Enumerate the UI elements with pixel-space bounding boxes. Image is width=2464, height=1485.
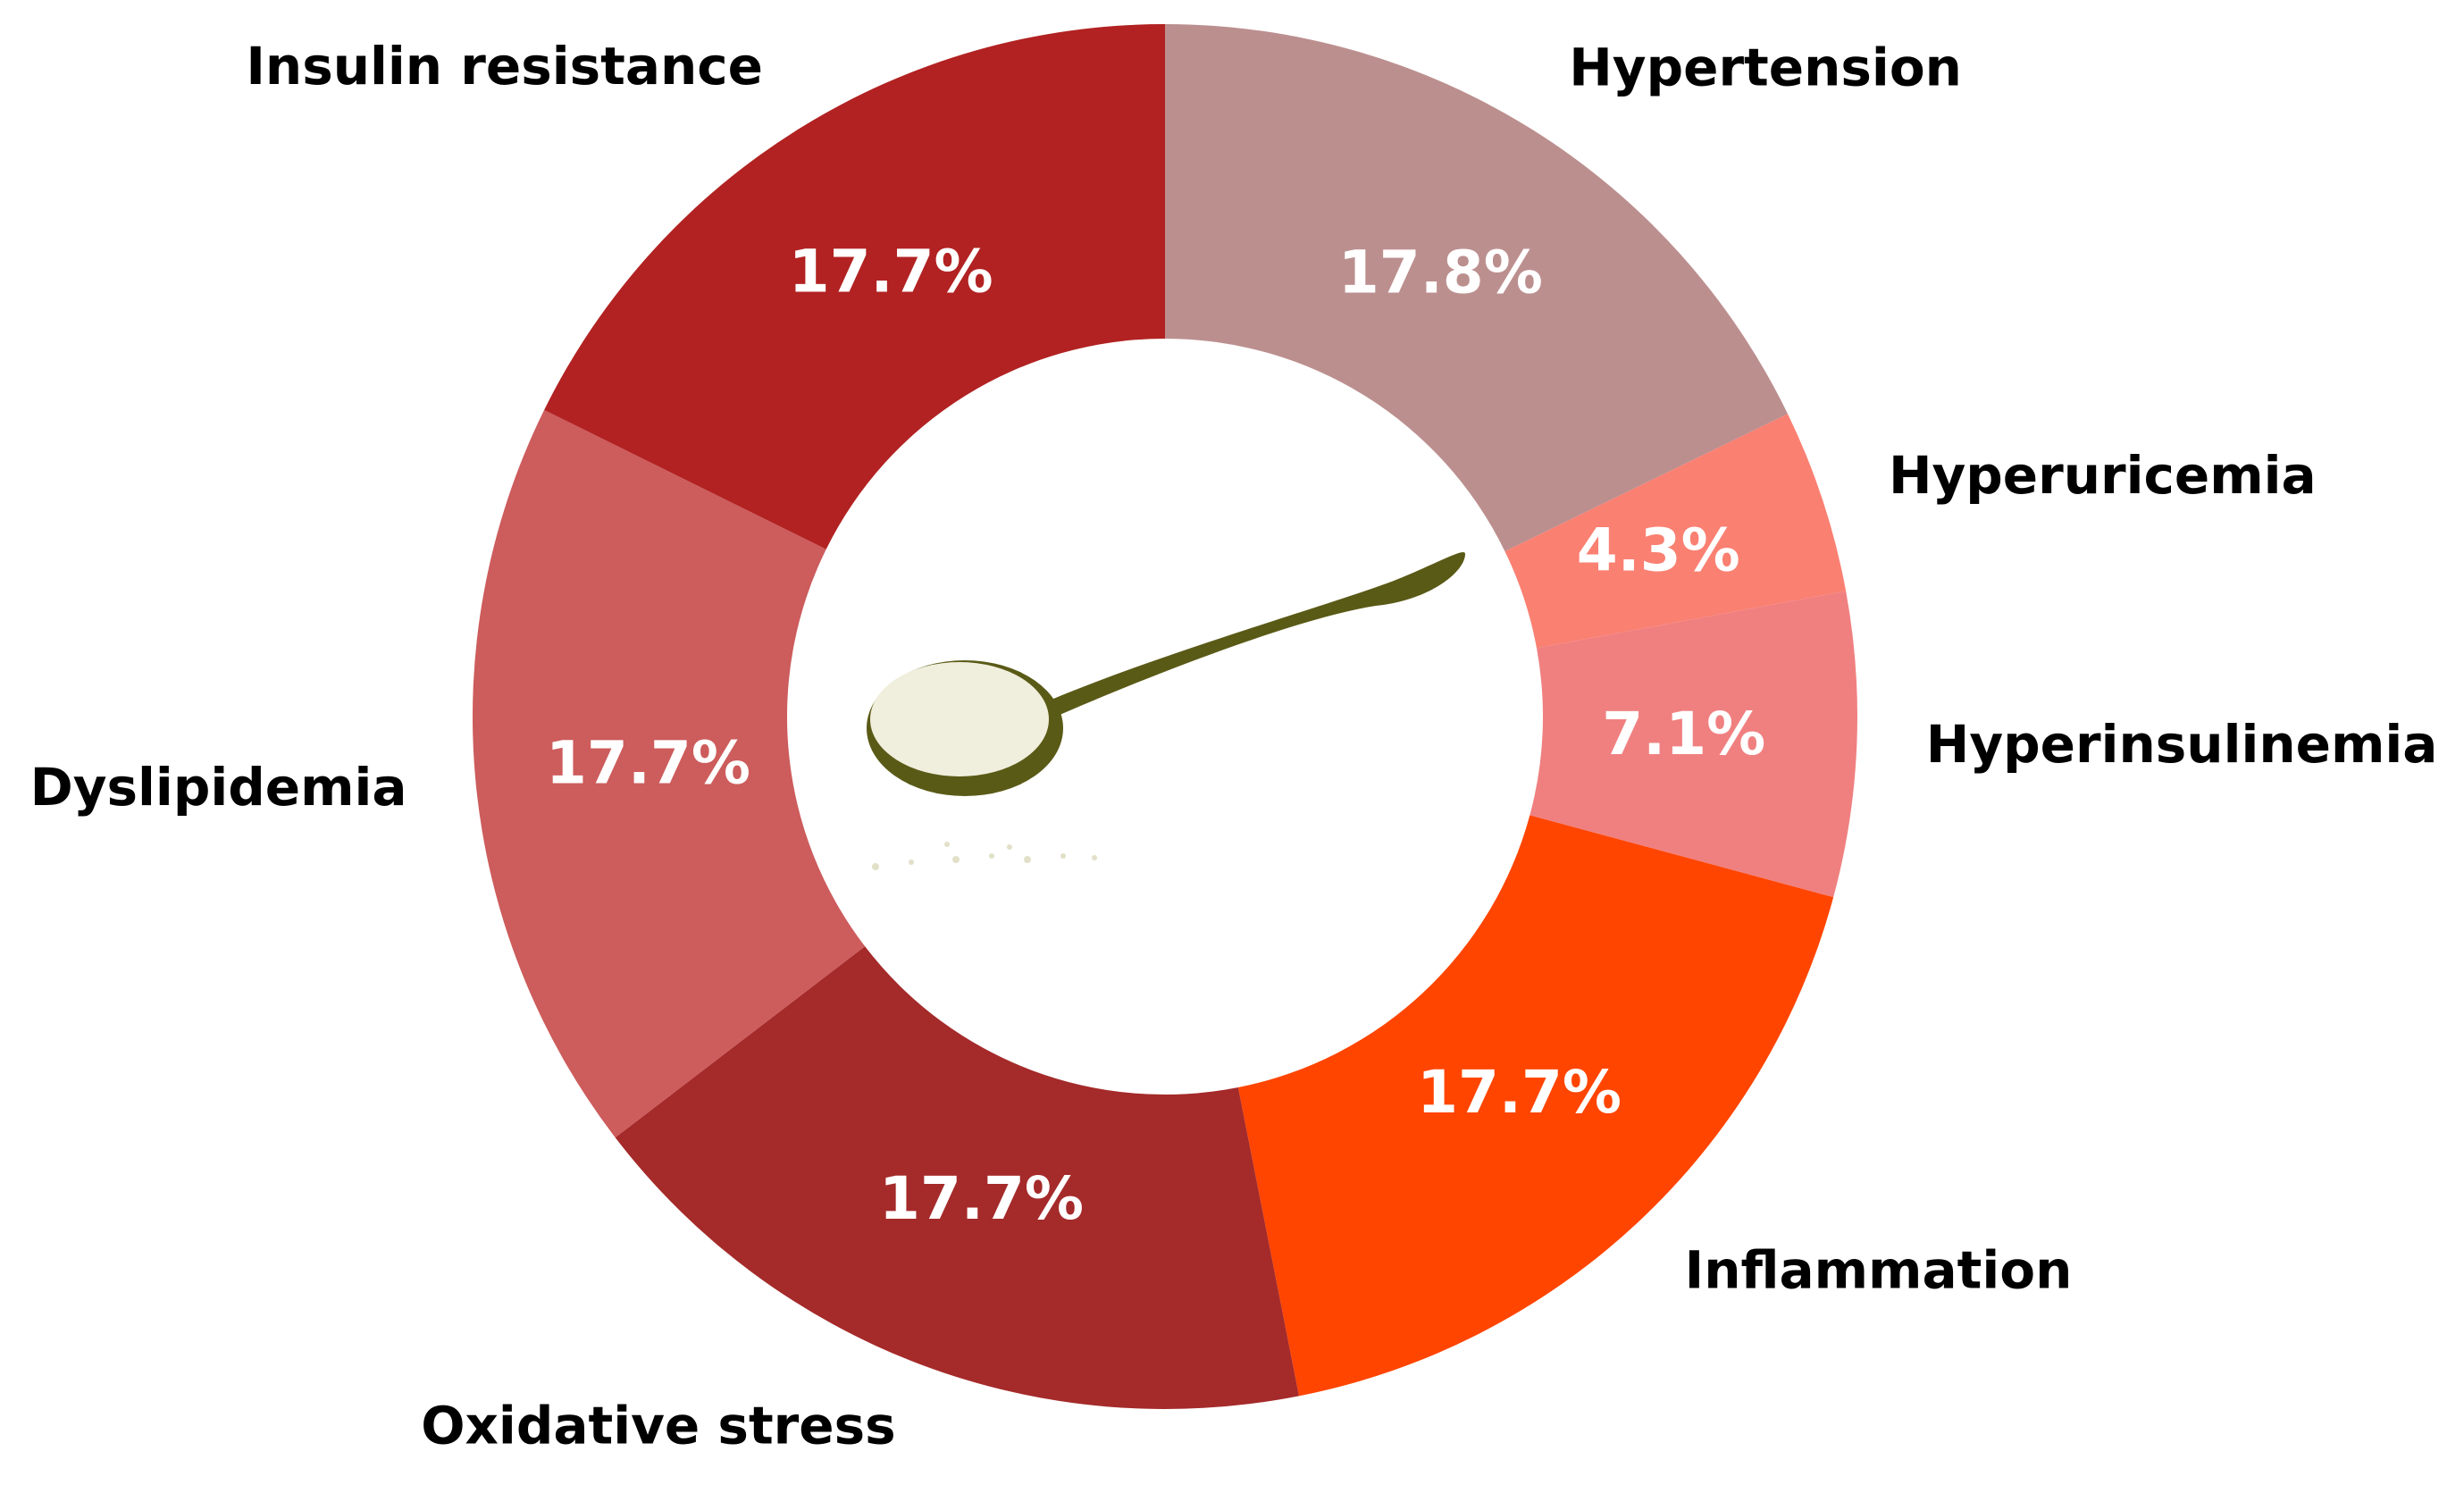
salt — [870, 662, 1049, 776]
value-label: 17.7% — [546, 729, 750, 798]
slice — [544, 24, 1165, 550]
slice — [615, 946, 1300, 1409]
category-label: Hyperuricemia — [1889, 445, 2317, 506]
donut — [473, 24, 1857, 1409]
category-label: Oxidative stress — [421, 1396, 895, 1456]
value-label: 7.1% — [1602, 700, 1765, 768]
slice — [1504, 414, 1847, 649]
slice — [1165, 24, 1789, 552]
value-label: 17.7% — [879, 1164, 1084, 1233]
category-label: Dyslipidemia — [30, 757, 407, 818]
category-label: Inflammation — [1685, 1239, 2073, 1300]
category-label: Hyperinsulinemia — [1926, 714, 2438, 775]
spoon-illustration — [867, 552, 1465, 870]
category-label: Insulin resistance — [246, 36, 763, 96]
salt-grains — [872, 842, 1097, 870]
value-label: 17.8% — [1338, 238, 1543, 306]
labels: Hypertension 17.8% Hyperuricemia 4.3% Hyperi… — [30, 36, 2438, 1456]
value-label: 4.3% — [1577, 516, 1740, 585]
category-label: Hypertension — [1569, 37, 1962, 97]
value-label: 17.7% — [1417, 1058, 1622, 1127]
slice — [1237, 815, 1834, 1397]
slice — [1530, 591, 1857, 898]
slice — [473, 409, 866, 1138]
spoon-handle — [1036, 552, 1465, 719]
value-label: 17.7% — [789, 237, 993, 306]
